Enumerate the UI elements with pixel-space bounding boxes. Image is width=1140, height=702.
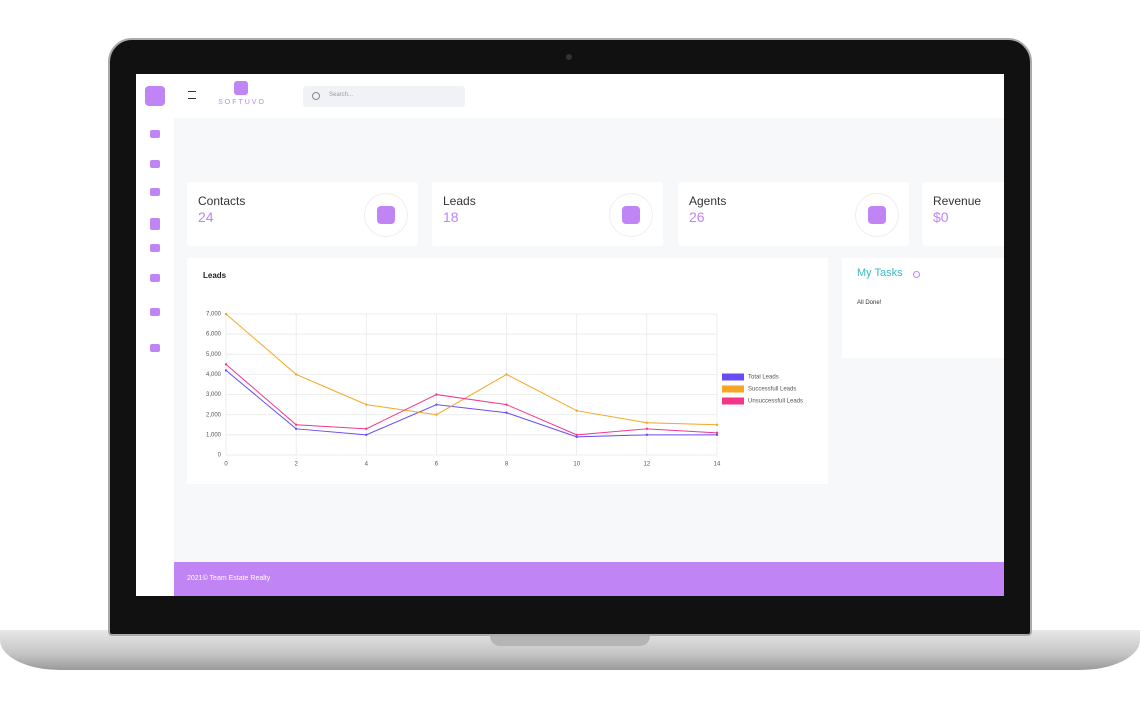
data-point <box>224 312 228 316</box>
tasks-message: All Done! <box>857 300 882 306</box>
stat-card: Agents 26 <box>678 182 909 246</box>
data-point <box>224 363 228 366</box>
x-tick-label: 4 <box>365 462 369 468</box>
data-point <box>575 435 578 439</box>
data-point <box>435 403 438 406</box>
data-point <box>575 433 578 437</box>
y-tick-label: 5,000 <box>206 352 222 358</box>
card-label: Agents <box>689 194 727 208</box>
screen: SOFTUVO Search... Contacts 24 Leads 18 Age… <box>136 74 1004 596</box>
nav-icon[interactable] <box>150 244 160 252</box>
icon-glyph <box>868 206 886 224</box>
nav-icon[interactable] <box>150 188 160 196</box>
y-tick-label: 3,000 <box>206 392 222 398</box>
refresh-icon[interactable] <box>913 271 920 278</box>
data-point <box>645 433 649 437</box>
card-value: 26 <box>689 209 705 225</box>
x-tick-label: 14 <box>714 462 721 468</box>
stat-card: Revenue $0 <box>922 182 1004 246</box>
card-label: Leads <box>443 194 476 208</box>
x-tick-label: 8 <box>505 462 509 468</box>
y-tick-label: 4,000 <box>206 372 222 378</box>
card-label: Contacts <box>198 194 246 208</box>
y-tick-label: 6,000 <box>206 332 222 338</box>
nav-icon[interactable] <box>150 160 160 168</box>
x-tick-label: 12 <box>644 462 651 468</box>
series-line <box>225 363 718 436</box>
card-value: 24 <box>198 209 214 225</box>
search-icon <box>312 92 320 100</box>
card-icon <box>855 193 899 237</box>
nav-icon[interactable] <box>150 218 160 230</box>
data-point <box>715 431 719 435</box>
y-tick-label: 7,000 <box>206 312 222 318</box>
card-value: 18 <box>443 209 459 225</box>
data-point <box>645 427 649 431</box>
card-value: $0 <box>933 209 949 225</box>
stat-card: Leads 18 <box>432 182 663 246</box>
legend-swatch <box>722 385 744 393</box>
legend-swatch <box>722 397 744 405</box>
search-box[interactable]: Search... <box>303 86 465 107</box>
legend-label: Unsuccessfull Leads <box>748 399 803 405</box>
footer-text: 2021© Team Estate Realty <box>187 575 271 582</box>
nav-icon[interactable] <box>150 274 160 282</box>
y-tick-label: 1,000 <box>206 432 222 438</box>
legend-label: Successfull Leads <box>748 387 796 393</box>
x-tick-label: 0 <box>224 462 228 468</box>
data-point <box>715 423 719 426</box>
logo-text: SOFTUVO <box>218 99 266 106</box>
menu-toggle[interactable] <box>188 91 196 99</box>
data-point <box>294 423 298 426</box>
chart-title: Leads <box>203 271 227 280</box>
y-tick-label: 2,000 <box>206 412 222 418</box>
header: SOFTUVO Search... <box>174 74 1004 118</box>
data-point <box>365 403 368 406</box>
logo-icon <box>145 86 165 106</box>
nav-icon[interactable] <box>150 308 160 316</box>
data-point <box>294 427 298 431</box>
icon-glyph <box>377 206 395 224</box>
search-placeholder: Search... <box>329 92 354 98</box>
data-point <box>505 411 508 414</box>
chart-panel: Leads 0 1,000 2,000 3,000 4,000 5,000 6,000 7,0… <box>187 258 828 484</box>
series-line <box>225 313 718 426</box>
chart: Leads 0 1,000 2,000 3,000 4,000 5,000 6,000 7,0… <box>203 271 803 468</box>
data-point <box>645 421 649 424</box>
card-icon <box>364 193 408 237</box>
logo-mark <box>234 81 248 95</box>
footer: 2021© Team Estate Realty <box>174 562 1004 596</box>
data-point <box>575 409 578 412</box>
x-tick-label: 2 <box>294 462 298 468</box>
legend-swatch <box>722 373 744 381</box>
y-tick-label: 0 <box>218 453 222 459</box>
card-label: Revenue <box>933 194 982 208</box>
tasks-title: My Tasks <box>857 267 903 279</box>
data-point <box>435 393 438 396</box>
data-point <box>365 433 368 437</box>
data-point <box>715 433 719 437</box>
stat-card: Contacts 24 <box>187 182 418 246</box>
data-point <box>505 403 508 406</box>
nav-icon[interactable] <box>150 130 160 138</box>
series-line <box>225 370 717 438</box>
data-point <box>365 427 368 431</box>
data-point <box>224 369 228 372</box>
card-icon <box>609 193 653 237</box>
sidebar <box>136 74 174 596</box>
data-point <box>294 373 298 376</box>
nav-icon[interactable] <box>150 344 160 352</box>
tasks-panel: My Tasks All Done! <box>842 258 1004 358</box>
legend-label: Total Leads <box>748 375 779 381</box>
x-tick-label: 10 <box>573 462 580 468</box>
camera <box>566 54 572 60</box>
data-point <box>505 373 508 376</box>
x-tick-label: 6 <box>435 462 439 468</box>
icon-glyph <box>622 206 640 224</box>
data-point <box>435 413 438 416</box>
